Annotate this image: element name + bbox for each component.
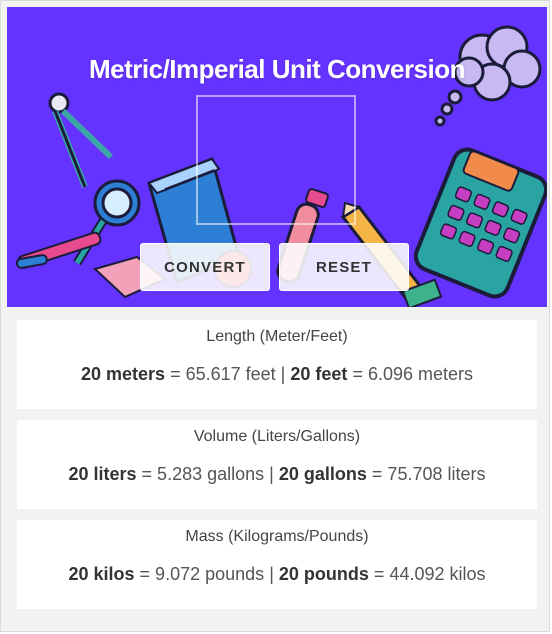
- volume-b-result: = 75.708 liters: [371, 464, 486, 484]
- volume-a-input: 20 liters: [68, 464, 137, 484]
- calculator-icon: [413, 147, 547, 299]
- convert-button[interactable]: CONVERT: [140, 243, 270, 291]
- hero-header: Metric/Imperial Unit Conversion CONVERT …: [7, 7, 547, 307]
- length-b-input: 20 feet: [290, 364, 348, 384]
- page-title: Metric/Imperial Unit Conversion: [88, 54, 466, 84]
- volume-a-result: = 5.283 gallons: [141, 464, 265, 484]
- mass-separator: |: [269, 564, 274, 584]
- thought-cloud-icon: [434, 25, 542, 127]
- volume-conversion-line: 20 liters = 5.283 gallons | 20 gallons =…: [17, 464, 537, 485]
- length-a-result: = 65.617 feet: [170, 364, 276, 384]
- mass-a-result: = 9.072 pounds: [139, 564, 265, 584]
- length-separator: |: [280, 364, 286, 384]
- reset-button[interactable]: RESET: [279, 243, 409, 291]
- length-conversion-line: 20 meters = 65.617 feet | 20 feet = 6.09…: [17, 364, 537, 385]
- length-b-result: = 6.096 meters: [352, 364, 474, 384]
- volume-separator: |: [269, 464, 274, 484]
- volume-b-input: 20 gallons: [278, 464, 367, 484]
- compass-icon: [48, 92, 114, 189]
- pen-icon: [15, 231, 102, 269]
- length-card-title: Length (Meter/Feet): [206, 328, 348, 345]
- mass-b-input: 20 pounds: [278, 564, 369, 584]
- magnifier-icon: [73, 179, 141, 266]
- length-result-card: Length (Meter/Feet) 20 meters = 65.617 f…: [17, 320, 537, 409]
- number-input[interactable]: [196, 95, 356, 225]
- mass-a-input: 20 kilos: [68, 564, 135, 584]
- length-a-input: 20 meters: [80, 364, 166, 384]
- mass-card-title: Mass (Kilograms/Pounds): [185, 528, 369, 545]
- mass-conversion-line: 20 kilos = 9.072 pounds | 20 pounds = 44…: [17, 564, 537, 585]
- mass-result-card: Mass (Kilograms/Pounds) 20 kilos = 9.072…: [17, 520, 537, 609]
- volume-card-title: Volume (Liters/Gallons): [193, 428, 361, 445]
- mass-b-result: = 44.092 kilos: [373, 564, 486, 584]
- volume-result-card: Volume (Liters/Gallons) 20 liters = 5.28…: [17, 420, 537, 509]
